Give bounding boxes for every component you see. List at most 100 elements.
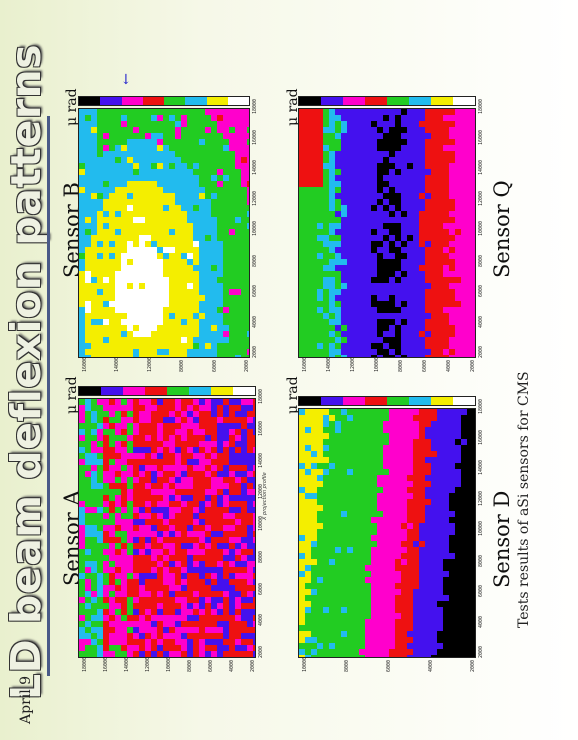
tick-label: 6000 [386, 659, 392, 672]
scale-swatch [79, 97, 101, 105]
tick-label: 6000 [478, 284, 484, 297]
sensor-d-color-scale [298, 396, 476, 406]
tick-label: 2000 [478, 345, 484, 358]
tick-label: 2000 [470, 659, 476, 672]
tick-label: 14000 [114, 356, 121, 372]
scale-swatch [431, 397, 453, 405]
slide-footer: Tests results of aSi sensors for CMS [516, 371, 532, 628]
tick-label: 8000 [252, 254, 258, 267]
tick-label: 4000 [478, 615, 484, 628]
tick-label: 2000 [244, 359, 250, 372]
tick-label: 16000 [478, 129, 484, 145]
tick-label: 10000 [478, 220, 484, 236]
tick-label: 2000 [478, 645, 484, 658]
slide-title: LD beam deflexion patterns [2, 43, 50, 700]
scale-swatch [453, 97, 475, 105]
scale-swatch [365, 97, 387, 105]
scale-swatch [167, 387, 189, 395]
tick-label: 4000 [229, 659, 235, 672]
tick-label: 8000 [179, 359, 186, 372]
tick-label: 6000 [478, 584, 484, 597]
scale-swatch [387, 97, 409, 105]
tick-label: 6000 [208, 659, 214, 672]
tick-label: 18000 [258, 388, 264, 404]
tick-label: 8000 [344, 659, 350, 672]
tick-label: 14000 [478, 459, 484, 475]
sensor-b-color-scale [78, 96, 250, 106]
scale-swatch [299, 397, 321, 405]
tick-label: 8000 [398, 359, 404, 372]
sensor-q-title: Sensor Q [490, 180, 514, 278]
tick-label: 6000 [422, 359, 428, 372]
scale-swatch [101, 387, 123, 395]
scale-swatch [233, 387, 255, 395]
tick-label: 18000 [252, 98, 258, 114]
tick-label: 6000 [211, 359, 218, 372]
scale-swatch [343, 397, 365, 405]
tick-label: 4000 [428, 659, 434, 672]
tick-label: 16000 [82, 356, 88, 372]
tick-label: 12000 [146, 356, 153, 372]
sensor-a-color-scale [78, 386, 256, 396]
scale-swatch [121, 97, 143, 105]
tick-label: 16000 [252, 129, 258, 145]
tick-label: 12000 [350, 356, 356, 372]
tick-label: 14000 [124, 656, 130, 672]
tick-label: 18000 [478, 398, 484, 414]
tick-label: 12000 [145, 656, 151, 672]
scale-swatch [453, 397, 475, 405]
tick-label: 4000 [478, 315, 484, 328]
scale-swatch [227, 97, 249, 105]
sensor-q-map [298, 108, 476, 358]
scale-swatch [299, 97, 321, 105]
tick-label: 16000 [103, 656, 109, 672]
tick-label: 4000 [446, 359, 452, 372]
tick-label: 16000 [258, 420, 264, 436]
tick-label: 14000 [478, 159, 484, 175]
sensor-a-map [78, 398, 256, 658]
sensor-a-x-caption: X projection profile [262, 472, 268, 520]
tick-label: 8000 [478, 554, 484, 567]
sensor-d-title: Sensor D [490, 490, 514, 588]
tick-label: 10000 [478, 520, 484, 536]
tick-label: 6000 [258, 582, 264, 595]
tick-label: 14000 [258, 452, 264, 468]
tick-label: 12000 [252, 190, 258, 206]
scale-swatch [123, 387, 145, 395]
scale-swatch [321, 397, 343, 405]
tick-label: 16000 [302, 356, 308, 372]
scale-swatch [142, 97, 164, 105]
title-divider [47, 116, 50, 676]
scale-swatch [365, 397, 387, 405]
tick-label: 18000 [478, 98, 484, 114]
tick-label: 10000 [374, 356, 380, 372]
scale-swatch [211, 387, 233, 395]
tick-label: 10000 [252, 220, 258, 236]
tick-label: 14000 [252, 159, 258, 175]
tick-label: 6000 [252, 284, 258, 297]
sensor-b-map [78, 108, 250, 358]
scale-swatch [343, 97, 365, 105]
tick-label: 8000 [258, 550, 264, 563]
tick-label: 16000 [478, 429, 484, 445]
tick-label: 4000 [258, 614, 264, 627]
tick-label: 10000 [166, 656, 172, 672]
tick-label: 10000 [302, 656, 308, 672]
tick-label: 12000 [478, 490, 484, 506]
tick-label: 14000 [326, 356, 332, 372]
scale-swatch [185, 97, 207, 105]
tick-label: 2000 [258, 645, 264, 658]
tick-label: 2000 [470, 359, 476, 372]
sensor-q-color-scale [298, 96, 476, 106]
tick-label: 12000 [478, 190, 484, 206]
scale-swatch [387, 397, 409, 405]
scale-swatch [79, 387, 101, 395]
scale-swatch [409, 397, 431, 405]
scale-swatch [189, 387, 211, 395]
tick-label: 2000 [250, 659, 256, 672]
scale-swatch [164, 97, 186, 105]
tick-label: 8000 [478, 254, 484, 267]
marker-arrow-icon: ↓ [120, 72, 132, 88]
tick-label: 18000 [82, 656, 88, 672]
tick-label: 4000 [252, 315, 258, 328]
